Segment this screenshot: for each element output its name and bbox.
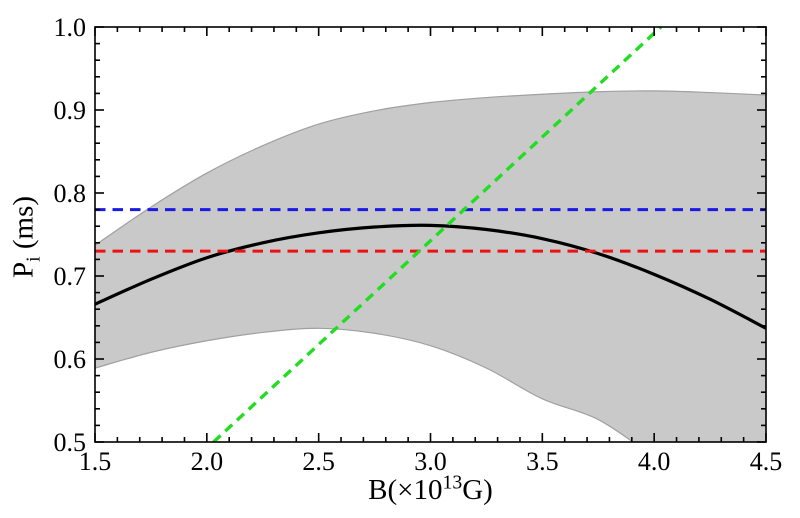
y-axis-label-main: P <box>7 261 40 279</box>
data-series-group <box>95 27 766 442</box>
axis-tick-labels: 1.5 2.0 2.5 3.0 3.5 4.0 4.5 0.5 0.6 0.7 0.8 0.9 1.0 <box>54 13 783 476</box>
y-axis-label-units: (ms) <box>7 195 40 257</box>
y-tick-label: 0.7 <box>54 262 87 291</box>
uncertainty-band-upper-edge <box>95 90 766 246</box>
x-tick-label: 1.5 <box>79 447 112 476</box>
y-tick-label: 1.0 <box>54 13 87 42</box>
x-tick-label: 4.5 <box>750 447 783 476</box>
x-tick-label: 2.5 <box>302 447 335 476</box>
y-tick-label: 0.5 <box>54 428 87 457</box>
green-dashed-line <box>212 27 663 442</box>
y-axis-label-subscript: i <box>22 256 45 262</box>
x-tick-label: 4.0 <box>638 447 671 476</box>
y-tick-label: 0.6 <box>54 345 87 374</box>
uncertainty-band-lower-edge <box>95 327 634 442</box>
x-axis-label: B(×1013G) <box>95 472 766 506</box>
x-tick-label: 3.0 <box>414 447 447 476</box>
x-axis-label-exponent: 13 <box>442 471 463 494</box>
uncertainty-band <box>95 90 766 442</box>
x-axis-label-pre: B(×10 <box>368 474 443 506</box>
central-curve <box>95 223 766 330</box>
y-tick-label: 0.8 <box>54 179 87 208</box>
x-axis-label-post: G) <box>462 474 493 506</box>
y-tick-label: 0.9 <box>54 96 87 125</box>
x-tick-label: 2.0 <box>191 447 224 476</box>
plot-frame <box>94 26 767 443</box>
y-axis-label: Pi (ms) <box>7 195 45 279</box>
x-tick-label: 3.5 <box>526 447 559 476</box>
